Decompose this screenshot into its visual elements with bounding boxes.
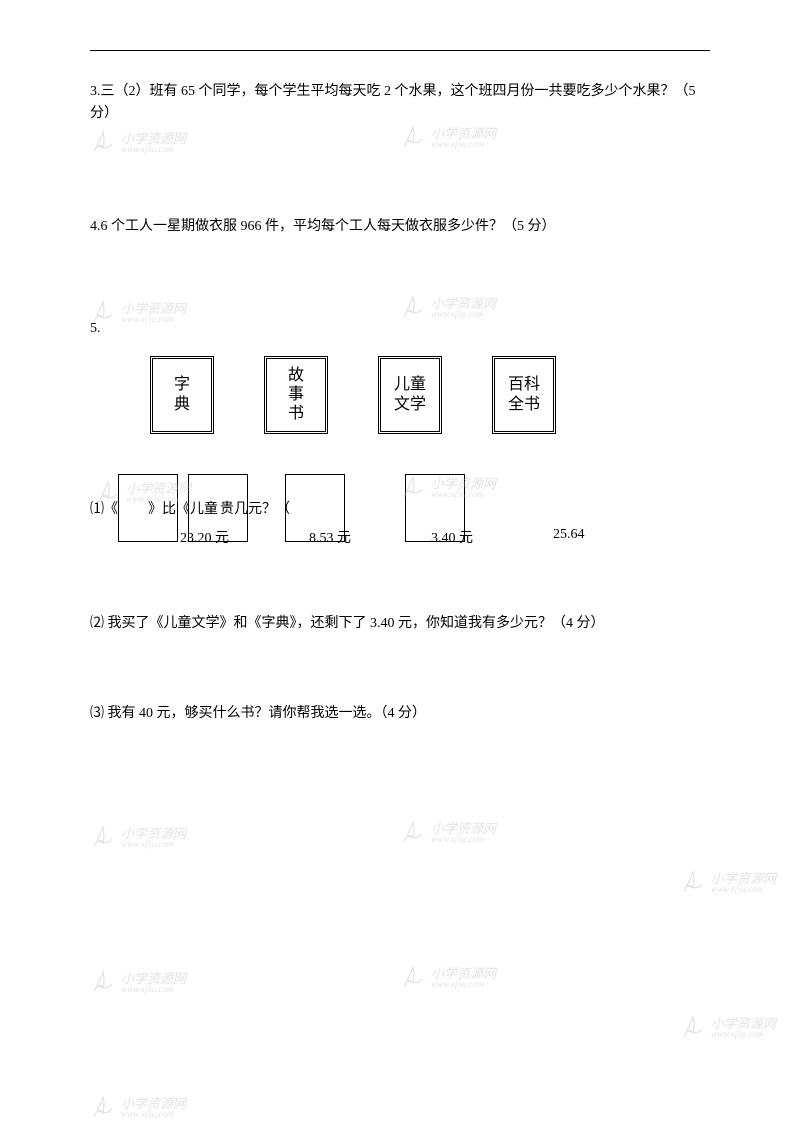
question-3: 3.三（2）班有 65 个同学，每个学生平均每天吃 2 个水果，这个班四月份一共… [90,81,710,126]
watermark-icon: 小学资源网www.xj5u.com [400,965,496,991]
watermark-icon: 小学资源网www.xj5u.com [90,970,186,996]
book-dictionary: 字典 [150,356,214,434]
question-5-2: ⑵ 我买了《儿童文学》和《字典》，还剩下了 3.40 元，你知道我有多少元？（4… [90,612,710,632]
book-children-lit: 儿童 文学 [378,356,442,434]
question-5-number: 5. [90,318,710,340]
price-4-label: 25.64 [553,527,585,547]
watermark-icon: 小学资源网www.xj5u.com [90,1095,186,1121]
watermark-icon: 小学资源网www.xj5u.com [90,825,186,851]
price-1-label: 23.20 元 [180,527,229,547]
q5-1-seg2: 贵几元？（ [220,498,290,518]
price-2-label: 8.53 元 [309,527,351,547]
books-row: 字典 故事书 儿童 文学 百科 全书 [150,356,710,434]
book-story: 故事书 [264,356,328,434]
question-4: 4.6 个工人一星期做衣服 966 件，平均每个工人每天做衣服多少件？（5 分） [90,216,710,238]
price-3-label: 3.40 元 [431,527,473,547]
price-labels-row: 23.20 元 8.53 元 3.40 元 25.64 [90,527,710,547]
watermark-icon: 小学资源网www.xj5u.com [680,1015,776,1041]
watermark-icon: 小学资源网www.xj5u.com [680,870,776,896]
book-encyclopedia: 百科 全书 [492,356,556,434]
question-5-3: ⑶ 我有 40 元，够买什么书？请你帮我选一选。（4 分） [90,702,710,722]
watermark-icon: 小学资源网www.xj5u.com [400,820,496,846]
page-top-rule [90,50,710,51]
q5-1-prefix: ⑴《 [90,498,118,518]
